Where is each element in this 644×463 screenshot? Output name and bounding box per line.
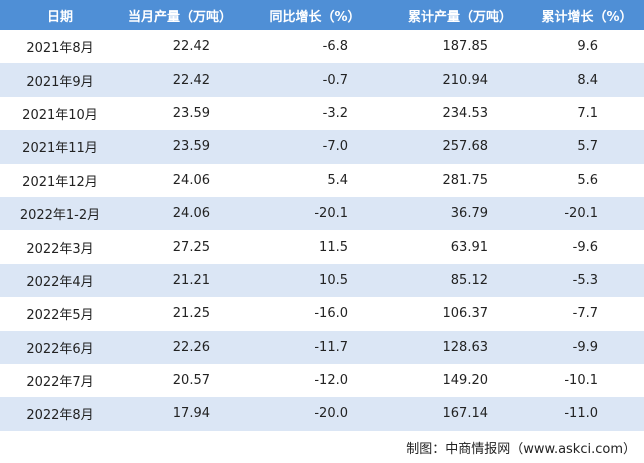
table-cell: 22.42 (120, 63, 240, 97)
table-cell: 2021年9月 (0, 63, 120, 97)
table-cell: 5.6 (577, 172, 598, 188)
footer: 制图：中商情报网（www.askci.com） (406, 442, 636, 457)
header-cell: 当月产量（万吨） (120, 0, 240, 30)
header-cell: 日期 (0, 0, 120, 30)
table-cell: 234.53 (442, 105, 489, 121)
table-cell: 23.59 (120, 130, 240, 164)
table-cell: 22.42 (172, 39, 210, 55)
table-cell: 2021年8月 (26, 41, 94, 57)
table-row: 2021年8月 22.42 -6.8 187.85 9.6 (0, 30, 644, 63)
table-cell: 85.12 (390, 263, 530, 298)
header-row: 日期 当月产量（万吨） 同比增长（%） 累计产量（万吨） 累计增长（%） (0, 0, 644, 30)
table-cell: -20.0 (240, 397, 390, 431)
table-cell: 5.4 (327, 172, 348, 188)
table-cell: -7.0 (240, 130, 390, 164)
table-row: 2022年1-2月 24.06 -20.1 36.79 -20.1 (0, 196, 644, 231)
table-cell: -6.8 (322, 39, 348, 55)
table-cell: -16.0 (314, 306, 348, 322)
table-cell: -20.1 (240, 196, 390, 231)
table-cell: -9.6 (572, 239, 598, 255)
table-cell: -20.1 (530, 196, 644, 231)
table-cell: 22.26 (120, 330, 240, 364)
table-row: 2022年5月 21.25 -16.0 106.37 -7.7 (0, 297, 644, 330)
table-cell: 24.06 (172, 172, 210, 188)
table-cell: 11.5 (319, 239, 348, 255)
table-cell: 2022年8月 (0, 397, 120, 431)
table-cell: -12.0 (314, 373, 348, 389)
table-cell: 2022年6月 (0, 330, 120, 364)
table-cell: -11.0 (530, 397, 644, 431)
table-cell: 2022年5月 (26, 308, 94, 324)
table-cell: 20.57 (172, 373, 210, 389)
table-row: 2022年8月 17.94 -20.0 167.14 -11.0 (0, 397, 644, 431)
table-cell: 5.7 (530, 130, 644, 164)
table-row: 2022年4月 21.21 10.5 85.12 -5.3 (0, 263, 644, 298)
table-cell: 21.21 (120, 263, 240, 298)
data-table: 日期 当月产量（万吨） 同比增长（%） 累计产量（万吨） 累计增长（%） 2021年8月… (0, 0, 644, 431)
table-cell: 17.94 (120, 397, 240, 431)
table-body: 2021年8月 22.42 -6.8 187.85 9.6 2021年9月 22.42 -0.… (0, 30, 644, 431)
table-cell: 210.94 (390, 63, 530, 97)
table-cell: 24.06 (120, 196, 240, 231)
table-cell: 2022年7月 (26, 375, 94, 391)
table-cell: 167.14 (390, 397, 530, 431)
table-cell: 8.4 (530, 63, 644, 97)
table-cell: 128.63 (390, 330, 530, 364)
table-row: 2022年7月 20.57 -12.0 149.20 -10.1 (0, 364, 644, 397)
table-cell: 10.5 (240, 263, 390, 298)
table-row: 2022年6月 22.26 -11.7 128.63 -9.9 (0, 330, 644, 364)
table-cell: -5.3 (530, 263, 644, 298)
table-cell: 2022年4月 (0, 263, 120, 298)
table-cell: -10.1 (564, 373, 598, 389)
header-cell: 同比增长（%） (240, 0, 390, 30)
table-cell: -7.7 (572, 306, 598, 322)
table-cell: 2022年3月 (26, 241, 94, 257)
table-row: 2021年10月 23.59 -3.2 234.53 7.1 (0, 97, 644, 130)
table-cell: 9.6 (577, 39, 598, 55)
table-cell: 149.20 (442, 373, 489, 389)
header-cell: 累计增长（%） (530, 0, 644, 30)
table-cell: 106.37 (442, 306, 489, 322)
table-row: 2021年12月 24.06 5.4 281.75 5.6 (0, 164, 644, 197)
table-cell: 2021年11月 (0, 130, 120, 164)
header-cell: 累计产量（万吨） (390, 0, 530, 30)
table-cell: 21.25 (172, 306, 210, 322)
table-cell: 187.85 (442, 39, 489, 55)
table-cell: 63.91 (450, 239, 488, 255)
table-cell: 281.75 (442, 172, 489, 188)
table-cell: -0.7 (240, 63, 390, 97)
table-cell: 27.25 (172, 239, 210, 255)
table-cell: -11.7 (240, 330, 390, 364)
table-cell: 7.1 (577, 105, 598, 121)
table-cell: 257.68 (390, 130, 530, 164)
table-row: 2021年11月 23.59 -7.0 257.68 5.7 (0, 130, 644, 164)
table-row: 2022年3月 27.25 11.5 63.91 -9.6 (0, 230, 644, 263)
table-cell: 2022年1-2月 (0, 196, 120, 231)
table-cell: 36.79 (390, 196, 530, 231)
table-cell: -3.2 (322, 105, 348, 121)
table-cell: -9.9 (530, 330, 644, 364)
table-row: 2021年9月 22.42 -0.7 210.94 8.4 (0, 63, 644, 97)
table-cell: 2021年12月 (22, 174, 98, 190)
table-cell: 23.59 (172, 105, 210, 121)
table-cell: 2021年10月 (22, 107, 98, 123)
